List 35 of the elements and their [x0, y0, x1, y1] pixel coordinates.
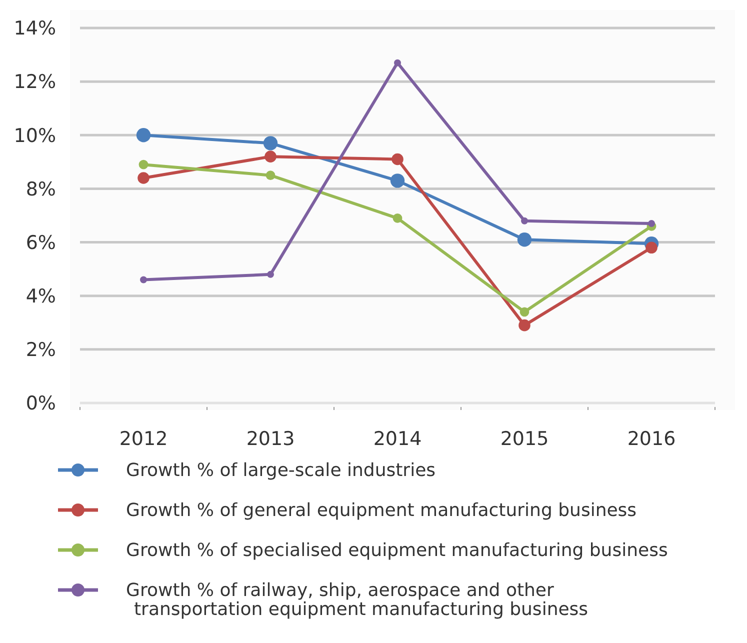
x-tick-label: 2016	[627, 428, 676, 450]
y-tick-label: 2%	[26, 339, 56, 362]
point	[646, 242, 658, 254]
point	[138, 172, 150, 184]
point	[392, 213, 402, 223]
point	[263, 136, 278, 150]
point	[266, 170, 276, 180]
point	[267, 270, 274, 278]
y-tick-label: 6%	[26, 232, 56, 254]
y-tick-label: 10%	[14, 124, 56, 147]
point	[140, 276, 147, 284]
point	[394, 59, 401, 66]
legend-label: Growth % of specialised equipment manufacturing business	[126, 540, 668, 561]
legend-label: Growth % of railway, ship, aerospace and other transportation equipment manufacturing business	[126, 580, 588, 620]
point	[390, 174, 405, 188]
y-tick-label: 12%	[14, 71, 56, 94]
y-tick-label: 14%	[14, 18, 56, 40]
point	[517, 232, 532, 247]
x-tick-label: 2013	[246, 428, 295, 450]
point	[518, 319, 530, 332]
point	[264, 150, 276, 162]
legend-label: Growth % of large-scale industries	[126, 460, 436, 481]
point	[392, 153, 404, 166]
point	[648, 220, 655, 228]
x-tick-label: 2012	[119, 428, 168, 450]
point	[136, 128, 151, 142]
x-tick-label: 2015	[500, 428, 549, 450]
x-tick-label: 2014	[373, 428, 422, 450]
legend-label: Growth % of general equipment manufacturing business	[126, 500, 637, 521]
y-tick-label: 4%	[26, 286, 56, 308]
point	[138, 160, 148, 170]
y-tick-label: 0%	[26, 392, 56, 415]
y-tick-label: 8%	[26, 178, 56, 200]
point	[521, 217, 528, 224]
point	[520, 307, 530, 317]
